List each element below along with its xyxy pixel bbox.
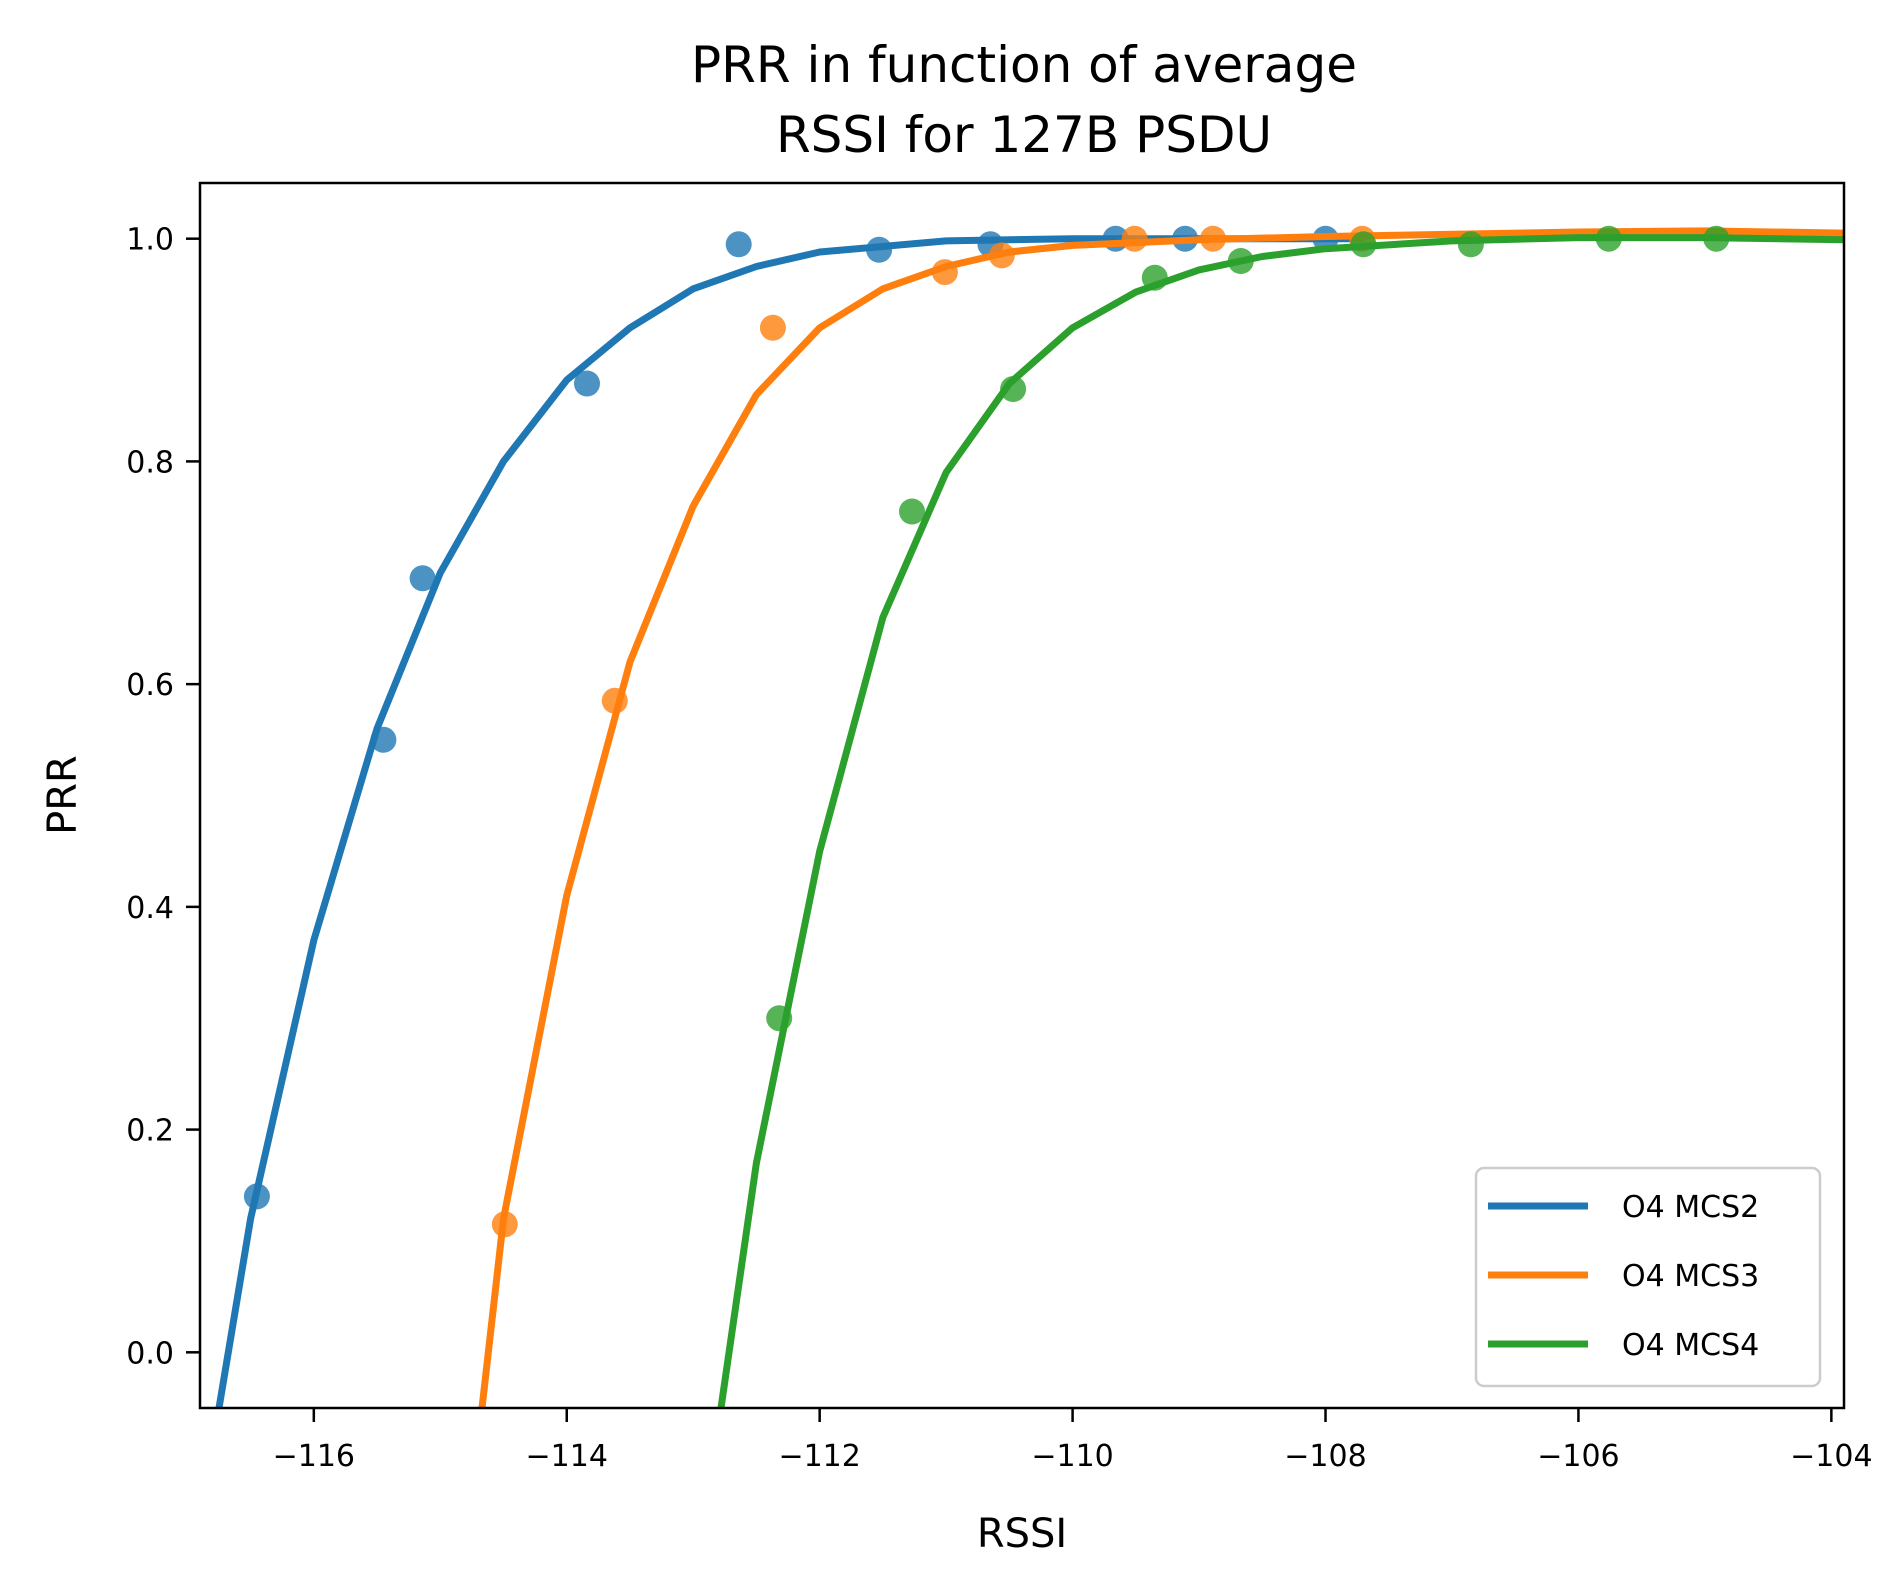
chart-title-line-2: RSSI for 127B PSDU (776, 106, 1272, 164)
chart-title-line-1: PRR in function of average (691, 36, 1357, 94)
x-tick-label: −108 (1284, 1439, 1366, 1474)
fit-line-o4-mcs3 (478, 227, 1844, 1408)
data-point-o4-mcs3-2 (759, 314, 786, 341)
legend-box (1474, 1166, 1822, 1388)
data-point-o4-mcs2-3 (574, 370, 600, 397)
x-tick-label: −104 (1790, 1439, 1872, 1474)
legend: O4 MCS2 O4 MCS3 O4 MCS4 (1474, 1166, 1822, 1388)
fit-line-o4-mcs2 (215, 235, 1364, 1408)
x-tick-label: −110 (1031, 1439, 1113, 1474)
x-tick-label: −114 (526, 1439, 608, 1474)
plot-area (215, 225, 1844, 1408)
x-axis-label: RSSI (977, 1511, 1067, 1557)
data-point-o4-mcs4-1 (899, 498, 925, 525)
y-tick-label: 1.0 (126, 223, 174, 258)
x-axis-ticks: −116 −114 −112 −110 −108 −106 −104 (273, 1408, 1873, 1474)
x-tick-label: −112 (778, 1439, 860, 1474)
y-axis-ticks: 0.0 0.2 0.4 0.6 0.8 1.0 (126, 223, 200, 1371)
y-tick-label: 0.6 (126, 668, 174, 703)
legend-label-o4-mcs3: O4 MCS3 (1622, 1259, 1759, 1294)
y-tick-label: 0.8 (126, 445, 174, 480)
x-tick-label: −106 (1537, 1439, 1619, 1474)
x-tick-label: −116 (273, 1439, 355, 1474)
legend-label-o4-mcs4: O4 MCS4 (1622, 1328, 1759, 1363)
data-point-o4-mcs4-6 (1457, 231, 1484, 258)
legend-label-o4-mcs2: O4 MCS2 (1622, 1190, 1759, 1225)
data-point-o4-mcs2-4 (725, 231, 752, 258)
data-point-o4-mcs2-2 (409, 565, 436, 592)
fit-line-o4-mcs4 (717, 234, 1844, 1408)
y-tick-label: 0.2 (126, 1114, 174, 1149)
axes-frame (198, 181, 1846, 1410)
data-point-o4-mcs3-5 (1121, 225, 1148, 252)
y-tick-label: 0.4 (126, 891, 174, 926)
y-axis-label: PRR (40, 755, 86, 835)
y-tick-label: 0.0 (126, 1336, 174, 1371)
